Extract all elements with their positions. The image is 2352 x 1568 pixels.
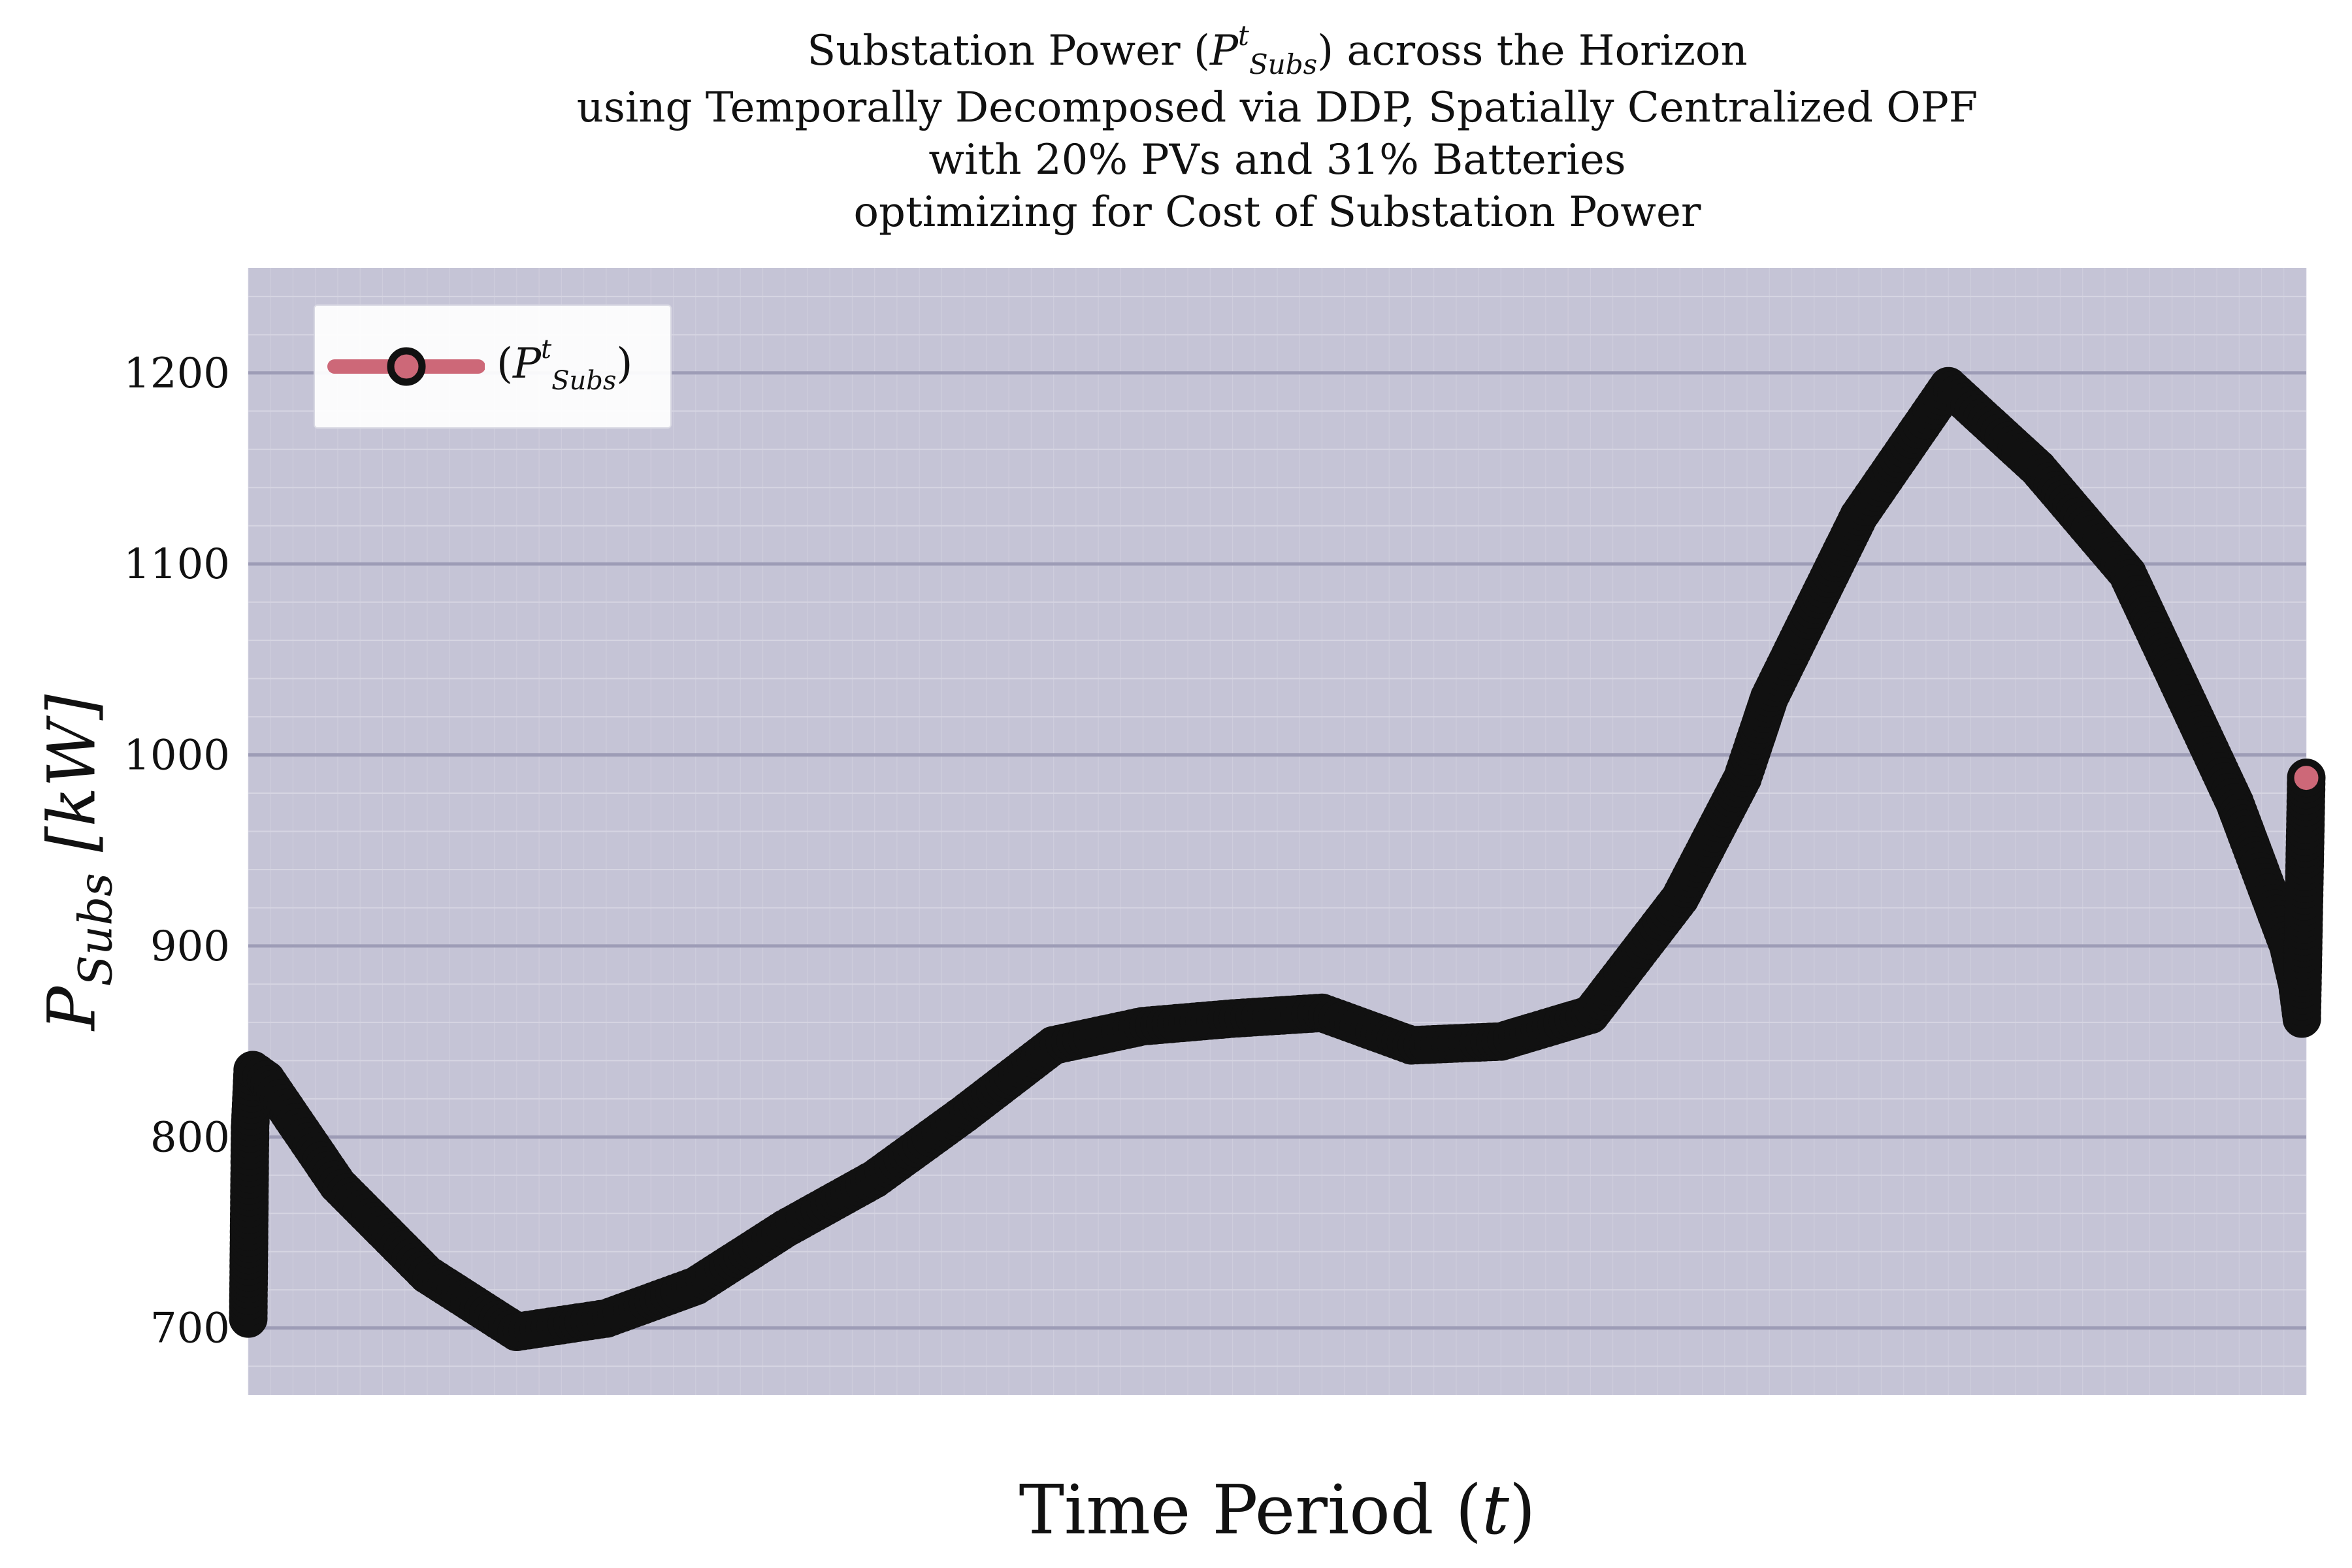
y-tick-label: 800	[150, 1113, 230, 1162]
chart-title: Substation Power (PtSubs) across the Hor…	[248, 20, 2306, 238]
x-axis-label: Time Period (t)	[1019, 1470, 1536, 1550]
legend: (PtSubs)	[314, 304, 672, 429]
title-line-1: Substation Power (PtSubs) across the Hor…	[807, 20, 1748, 80]
series-layer	[229, 367, 2326, 1351]
y-tick-label: 1000	[123, 732, 230, 780]
y-tick-label: 1100	[123, 540, 230, 589]
legend-entry-label: (PtSubs)	[497, 335, 633, 396]
y-tick-label: 700	[150, 1305, 230, 1353]
legend-line-swatch	[327, 347, 485, 386]
title-line-3: with 20% PVs and 31% Batteries	[928, 136, 1626, 184]
data-point	[2287, 759, 2326, 798]
y-tick-label: 1200	[123, 350, 230, 398]
y-tick-label: 900	[150, 923, 230, 971]
title-line-2: using Temporally Decomposed via DDP, Spa…	[576, 84, 1978, 132]
title-line-4: optimizing for Cost of Substation Power	[853, 188, 1701, 237]
y-axis-label: PSubs [kW]	[33, 694, 123, 1031]
major-grid	[248, 371, 2306, 1330]
y-tick-labels: 700 800 900 1000 1100 1200	[123, 350, 230, 1353]
